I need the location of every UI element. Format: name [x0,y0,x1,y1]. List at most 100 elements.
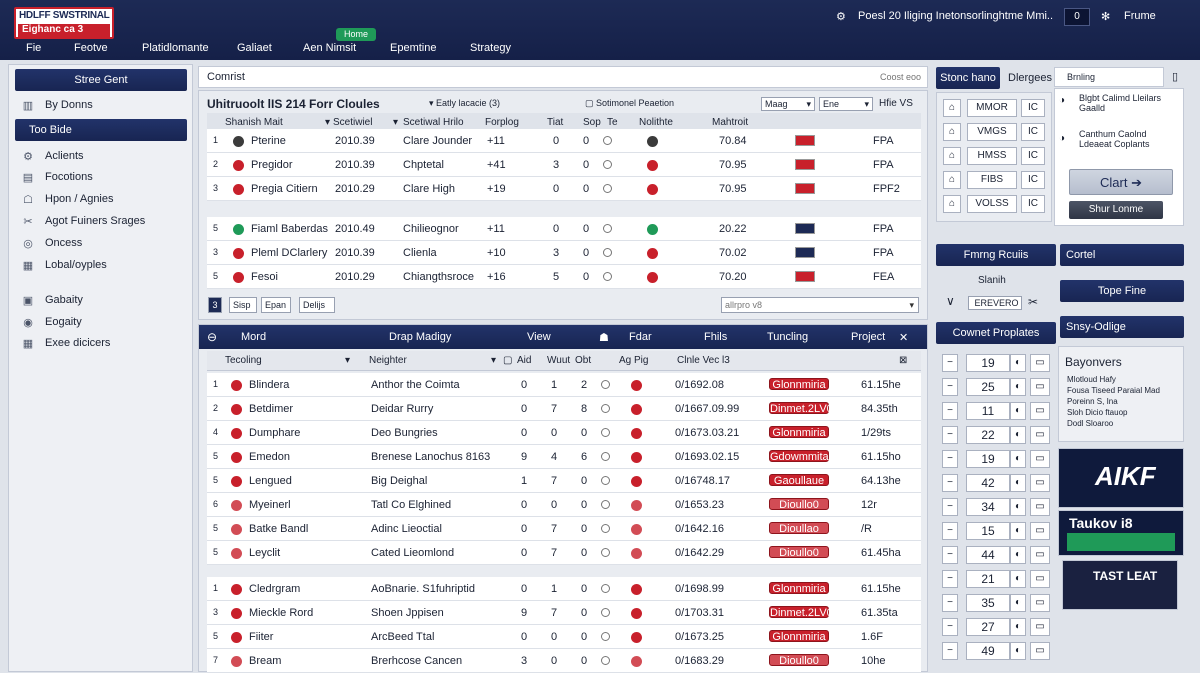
sort-icon[interactable]: ▾ [393,117,399,128]
card-icon[interactable]: ▭ [1030,426,1050,444]
table-row[interactable]: 3 Pleml DClarlery 2010.39 Clienla +10 3 0 70.02… [207,241,921,265]
menu-platidlomante[interactable]: Platidlomante [142,42,209,54]
table1-search-select[interactable]: allrpro v8 ▾ [721,297,919,313]
table-row[interactable]: 1 Pterine 2010.39 Clare Jounder +11 0 0 70.84 FP… [207,129,921,153]
col-drap[interactable]: Drap Madigy [389,331,452,343]
back-icon[interactable]: ⊖ [207,330,218,344]
squad-button[interactable]: IC [1021,123,1045,141]
table-row[interactable]: 5 Emedon Brenese Lanochus 8163 9 4 6 0/1693.02… [207,445,921,469]
player-name[interactable]: Myeinerl [249,499,291,511]
sidebar-item-exee[interactable]: ▦ Exee dicicers [22,337,111,350]
home-icon[interactable]: ⌂ [943,195,961,213]
contract-pill[interactable]: Dioullo0 [769,654,829,667]
info-icon[interactable]: ◐ [1010,402,1026,420]
info-icon[interactable]: ◐ [1010,450,1026,468]
epan-button[interactable]: Epan [261,297,291,313]
player-name[interactable]: Fesoi [251,271,278,283]
player-name[interactable]: Bream [249,655,282,667]
squad-button[interactable]: IC [1021,171,1045,189]
squad-code[interactable]: VMGS [967,123,1017,141]
player-name[interactable]: Fiaml Baberdas [251,223,329,235]
status-dot-icon[interactable] [601,380,610,389]
home-icon[interactable]: ⌂ [943,147,961,165]
table-row[interactable]: 5 Lengued Big Deighal 1 7 0 0/16748.17 Gaoullau… [207,469,921,493]
card-icon[interactable]: ▭ [1030,594,1050,612]
info-icon[interactable]: ◐ [1010,546,1026,564]
squad-code[interactable]: VOLSS [967,195,1017,213]
tools-icon[interactable]: ✂ [1028,295,1039,309]
contract-pill[interactable]: Dioullao [769,522,829,535]
squad-code[interactable]: HMSS [967,147,1017,165]
col-mahtroit[interactable]: Mahtroit [712,117,749,128]
sidebar-section[interactable]: Too Bide [15,119,187,141]
card-icon[interactable]: ▭ [1030,354,1050,372]
table-row[interactable]: 3 Pregia Citiern 2010.29 Clare High +19 0 0 70.… [207,177,921,201]
ad-banner-3[interactable]: TAST LEAT [1062,560,1178,610]
app-logo[interactable]: HDLFF SWSTRINAL Eighanc ca 3 [14,7,114,39]
ad-banner-2[interactable]: Taukov i8 [1058,510,1184,556]
sidebar-item-oncess[interactable]: ◎ Oncess [21,237,82,255]
contract-pill[interactable]: Glonnmiria [769,582,829,595]
table-row[interactable]: 2 Pregidor 2010.39 Chptetal +41 3 0 70.95 FPA [207,153,921,177]
sidebar-item-focotions[interactable]: ▤ Focotions [22,171,93,184]
col-obt[interactable]: Obt [575,355,592,366]
player-name[interactable]: Pregia Citiern [251,183,318,195]
col-te[interactable]: Te [607,117,618,128]
toolbar-search-input[interactable] [271,68,925,86]
sidebar-item-fuiners[interactable]: ✂ Agot Fuiners Srages [21,215,145,233]
cortel-button[interactable]: Cortel [1060,244,1184,266]
minus-button[interactable]: − [942,354,958,372]
contract-pill[interactable]: Dioullo0 [769,498,829,511]
home-icon[interactable]: ⌂ [943,123,961,141]
sidebar-item-gabaity[interactable]: ▣ Gabaity [22,294,83,307]
card-icon[interactable]: ▭ [1030,474,1050,492]
col-mord[interactable]: Mord [241,331,267,343]
squad-button[interactable]: IC [1021,99,1045,117]
table-row[interactable]: 4 Dumphare Deo Bungries 0 0 0 0/1673.03.21 Glon… [207,421,921,445]
gear-icon[interactable]: ⚙ [836,11,846,23]
contract-pill[interactable]: Glonnmiria [769,630,829,643]
col-forplog[interactable]: Forplog [485,117,519,128]
col-scetiwal[interactable]: Scetiwal Hrilo [403,117,464,128]
fmrng-rcuiis-button[interactable]: Fmrng Rcuiis [936,244,1056,266]
news-item[interactable]: Fousa Tiseed Paraial Mad [1067,386,1160,395]
status-dot-icon[interactable] [601,656,610,665]
tab-dlergees[interactable]: Dlergees [1008,72,1053,84]
sisp-button[interactable]: Sisp [229,297,257,313]
table1-select1[interactable]: Maag ▾ [761,97,815,111]
status-dot-icon[interactable] [603,136,612,145]
status-dot-icon[interactable] [601,632,610,641]
lock-icon[interactable]: ☗ [599,332,609,344]
info-icon[interactable]: ◐ [1010,522,1026,540]
table-row[interactable]: 7 Bream Brerhcose Cancen 3 0 0 0/1683.29 Dioull… [207,649,921,673]
card-icon[interactable]: ▭ [1030,618,1050,636]
status-dot-icon[interactable] [601,428,610,437]
col-neighter[interactable]: Neighter [369,355,407,366]
card-icon[interactable]: ▭ [1030,570,1050,588]
message-2[interactable]: Canthum Caolnd Ldeaeat Coplants [1079,129,1150,149]
contract-pill[interactable]: Glonnmiria [769,378,829,391]
page-button[interactable]: 3 [208,297,222,313]
col-clnle[interactable]: Clnle Vec l3 [677,355,730,366]
status-dot-icon[interactable] [601,500,610,509]
home-icon[interactable]: ⌂ [943,99,961,117]
home-icon[interactable]: ⌂ [943,171,961,189]
status-dot-icon[interactable] [603,184,612,193]
table1-dropdown1[interactable]: ▾ Eatly lacacie (3) [429,98,501,108]
card-icon[interactable]: ▭ [1030,450,1050,468]
squad-button[interactable]: IC [1021,195,1045,213]
info-icon[interactable]: ◐ [1010,354,1026,372]
settings-icon[interactable]: ✻ [1101,11,1111,23]
status-dot-icon[interactable] [603,248,612,257]
clart-button[interactable]: Clart ➔ [1069,169,1173,195]
sort-icon[interactable]: ▾ [325,117,331,128]
player-name[interactable]: Leyclit [249,547,281,559]
col-wuut[interactable]: Wuut [547,355,571,366]
menu-aen-nimsit[interactable]: Aen Nimsit [303,42,357,54]
status-dot-icon[interactable] [601,608,610,617]
contract-pill[interactable]: Dinmet.2LV0 [769,402,833,415]
news-item[interactable]: Dodl Sloaroo [1067,419,1114,428]
right-search-input[interactable]: Brnling [1054,67,1164,87]
status-dot-icon[interactable] [601,548,610,557]
table1-select3[interactable]: Hfie VS [879,98,913,109]
